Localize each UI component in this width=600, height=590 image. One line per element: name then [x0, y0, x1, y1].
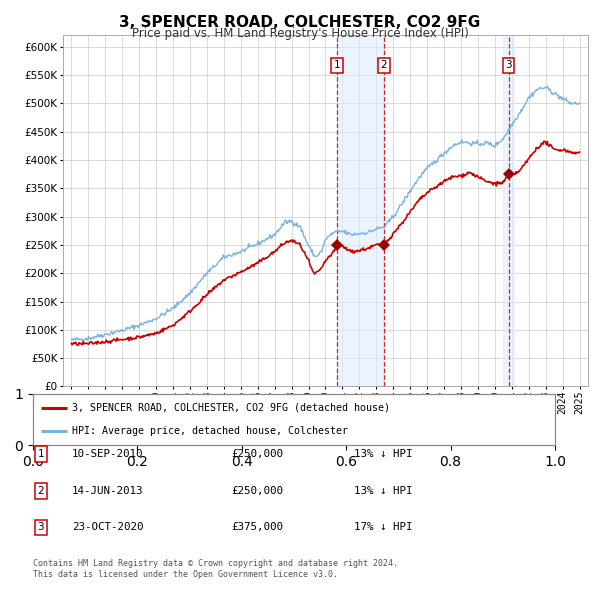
- Text: £250,000: £250,000: [231, 486, 283, 496]
- Bar: [337, 35, 384, 386]
- Text: 3, SPENCER ROAD, COLCHESTER, CO2 9FG (detached house): 3, SPENCER ROAD, COLCHESTER, CO2 9FG (de…: [72, 402, 390, 412]
- Text: 2: 2: [380, 60, 387, 70]
- Text: 13% ↓ HPI: 13% ↓ HPI: [354, 450, 413, 459]
- Text: Price paid vs. HM Land Registry's House Price Index (HPI): Price paid vs. HM Land Registry's House …: [131, 27, 469, 40]
- Text: £375,000: £375,000: [231, 523, 283, 532]
- Text: 23-OCT-2020: 23-OCT-2020: [72, 523, 143, 532]
- Text: 14-JUN-2013: 14-JUN-2013: [72, 486, 143, 496]
- Text: 3, SPENCER ROAD, COLCHESTER, CO2 9FG: 3, SPENCER ROAD, COLCHESTER, CO2 9FG: [119, 15, 481, 30]
- Text: 2: 2: [37, 486, 44, 496]
- Bar: [503, 35, 514, 386]
- Text: 3: 3: [505, 60, 512, 70]
- Text: 13% ↓ HPI: 13% ↓ HPI: [354, 486, 413, 496]
- Text: Contains HM Land Registry data © Crown copyright and database right 2024.
This d: Contains HM Land Registry data © Crown c…: [33, 559, 398, 579]
- Text: 1: 1: [37, 450, 44, 459]
- Text: £250,000: £250,000: [231, 450, 283, 459]
- Text: 17% ↓ HPI: 17% ↓ HPI: [354, 523, 413, 532]
- Text: HPI: Average price, detached house, Colchester: HPI: Average price, detached house, Colc…: [72, 427, 348, 437]
- Text: 1: 1: [334, 60, 340, 70]
- Text: 10-SEP-2010: 10-SEP-2010: [72, 450, 143, 459]
- Text: 3: 3: [37, 523, 44, 532]
